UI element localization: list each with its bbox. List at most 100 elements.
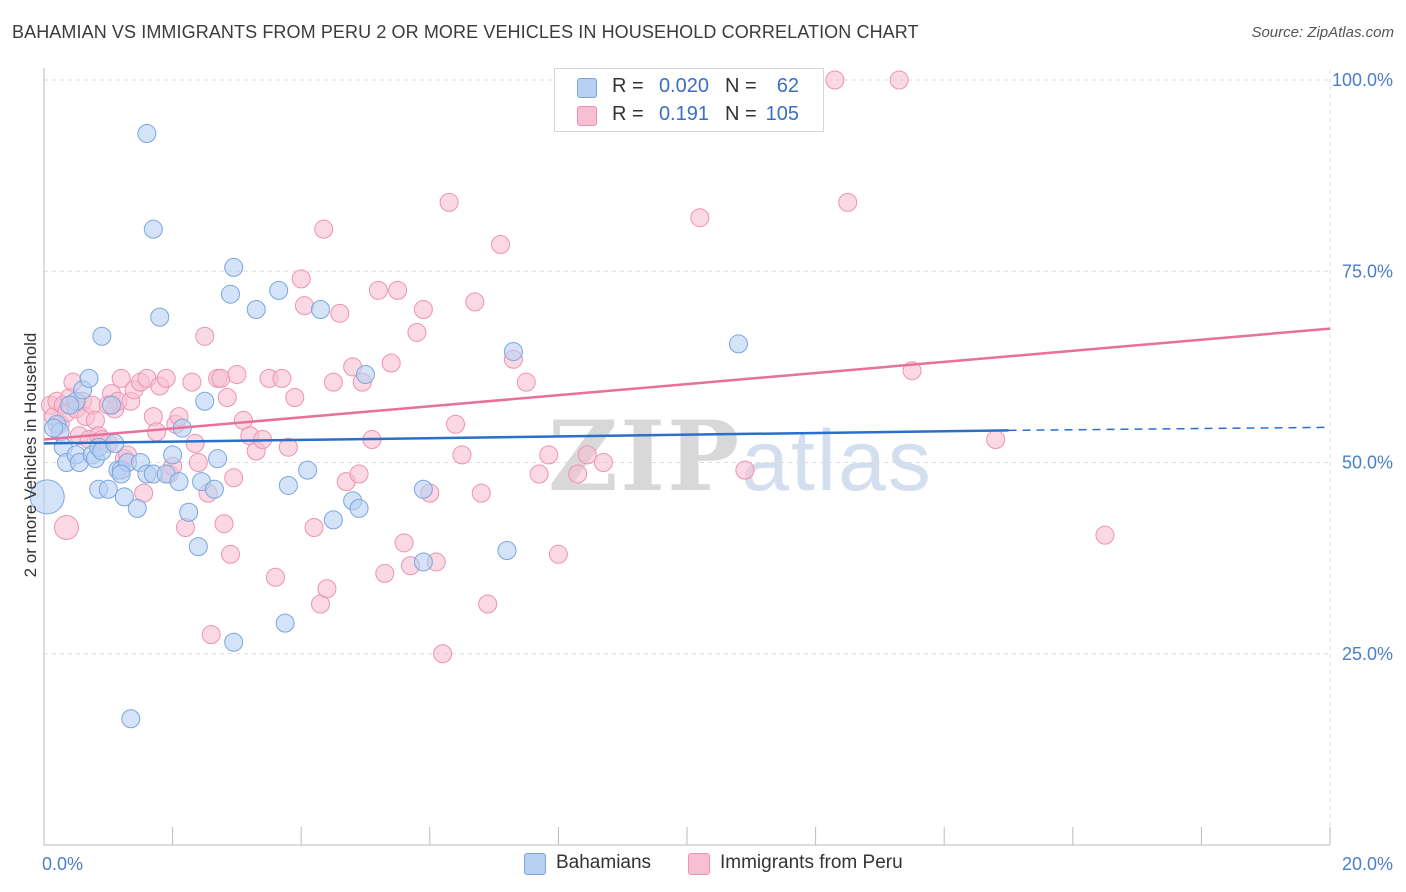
bahamian-point xyxy=(44,418,64,438)
peru-point xyxy=(516,372,536,392)
data-points xyxy=(29,70,1115,729)
peru-point xyxy=(195,326,215,346)
peru-point xyxy=(1095,525,1115,545)
bahamian-trend-extension xyxy=(1008,426,1331,432)
bahamian-point xyxy=(497,540,517,560)
bahamian-point xyxy=(163,445,183,465)
legend-n-label: N = xyxy=(725,103,757,125)
legend-n-value: 105 xyxy=(765,103,799,125)
bahamian-point xyxy=(413,552,433,572)
peru-point xyxy=(330,303,350,323)
correlation-legend: R = 0.020 N = 62 R = 0.191 N = 105 xyxy=(554,68,824,132)
y-tick-label: 75.0% xyxy=(1342,261,1393,281)
trend-lines xyxy=(43,327,1331,445)
peru-point xyxy=(735,460,755,480)
peru-point xyxy=(214,514,234,534)
y-axis-label: 2 or more Vehicles in Household xyxy=(21,333,40,578)
peru-point xyxy=(185,433,205,453)
bahamian-point xyxy=(220,284,240,304)
bahamian-point xyxy=(503,342,523,362)
bahamian-point xyxy=(349,498,369,518)
peru-point xyxy=(548,544,568,564)
bahamian-point xyxy=(204,479,224,499)
bahamian-point xyxy=(208,449,228,469)
peru-point xyxy=(407,322,427,342)
bahamian-point xyxy=(127,498,147,518)
peru-point xyxy=(577,445,597,465)
peru-point xyxy=(217,387,237,407)
legend-n-value: 62 xyxy=(776,75,799,97)
legend-r-label: R = xyxy=(612,75,644,97)
peru-point xyxy=(156,368,176,388)
legend-label-bahamians: Bahamians xyxy=(556,852,652,873)
peru-point xyxy=(825,70,845,90)
peru-point xyxy=(690,208,710,228)
peru-trend-line xyxy=(43,327,1331,441)
grid-lines xyxy=(44,70,1331,845)
peru-point xyxy=(323,372,343,392)
peru-point xyxy=(285,387,305,407)
peru-point xyxy=(85,410,105,430)
peru-point xyxy=(143,407,163,427)
bahamian-point xyxy=(121,709,141,729)
peru-point xyxy=(568,464,588,484)
peru-point xyxy=(471,483,491,503)
x-tick-label: 20.0% xyxy=(1342,854,1393,874)
bahamian-point xyxy=(195,391,215,411)
watermark-atlas: atlas xyxy=(741,413,933,509)
peru-point xyxy=(265,567,285,587)
peru-point xyxy=(54,515,80,541)
peru-point xyxy=(272,368,292,388)
legend-swatch-peru xyxy=(577,106,597,126)
y-tick-label: 25.0% xyxy=(1342,644,1393,664)
peru-point xyxy=(478,594,498,614)
legend-n-label: N = xyxy=(725,75,757,97)
bahamian-trend-line xyxy=(43,429,1009,445)
peru-point xyxy=(529,464,549,484)
peru-point xyxy=(375,563,395,583)
peru-point xyxy=(278,437,298,457)
bahamian-point xyxy=(310,300,330,319)
legend-label-peru: Immigrants from Peru xyxy=(720,852,903,873)
peru-point xyxy=(317,579,337,599)
bahamian-point xyxy=(413,479,433,499)
bahamian-point xyxy=(114,487,134,507)
peru-point xyxy=(491,234,511,254)
bahamian-point xyxy=(278,475,298,495)
peru-point xyxy=(465,292,485,312)
bahamian-point xyxy=(143,219,163,239)
legend-swatch-peru xyxy=(688,853,710,875)
bahamian-point xyxy=(356,365,375,385)
legend-row-peru: R = 0.191 N = 105 xyxy=(555,101,823,129)
bahamian-point xyxy=(224,632,244,652)
bahamian-point xyxy=(79,368,99,388)
peru-point xyxy=(147,422,167,442)
chart-title: BAHAMIAN VS IMMIGRANTS FROM PERU 2 OR MO… xyxy=(12,22,919,42)
peru-point xyxy=(182,372,202,392)
legend-r-label: R = xyxy=(612,103,644,125)
peru-point xyxy=(381,353,401,373)
legend-r-value: 0.191 xyxy=(658,103,709,125)
peru-point xyxy=(294,296,314,316)
peru-point xyxy=(82,395,102,415)
chart-source: Source: ZipAtlas.com xyxy=(1251,24,1394,41)
bahamian-point xyxy=(298,460,318,480)
peru-point xyxy=(304,518,324,538)
bahamian-point xyxy=(275,613,295,633)
bahamian-point xyxy=(111,464,131,484)
bahamian-point xyxy=(92,326,112,346)
x-tick-label: 0.0% xyxy=(42,854,83,874)
legend-swatch-bahamians xyxy=(524,853,546,875)
bahamian-point xyxy=(224,257,244,277)
bahamian-point xyxy=(98,479,118,499)
bahamian-point xyxy=(102,395,122,415)
peru-point xyxy=(593,453,613,472)
peru-point xyxy=(349,464,369,484)
peru-point xyxy=(175,518,195,538)
y-tick-label: 50.0% xyxy=(1342,453,1393,473)
peru-point xyxy=(201,625,221,645)
peru-point xyxy=(111,368,131,388)
peru-point xyxy=(220,544,240,564)
peru-point xyxy=(211,368,231,388)
